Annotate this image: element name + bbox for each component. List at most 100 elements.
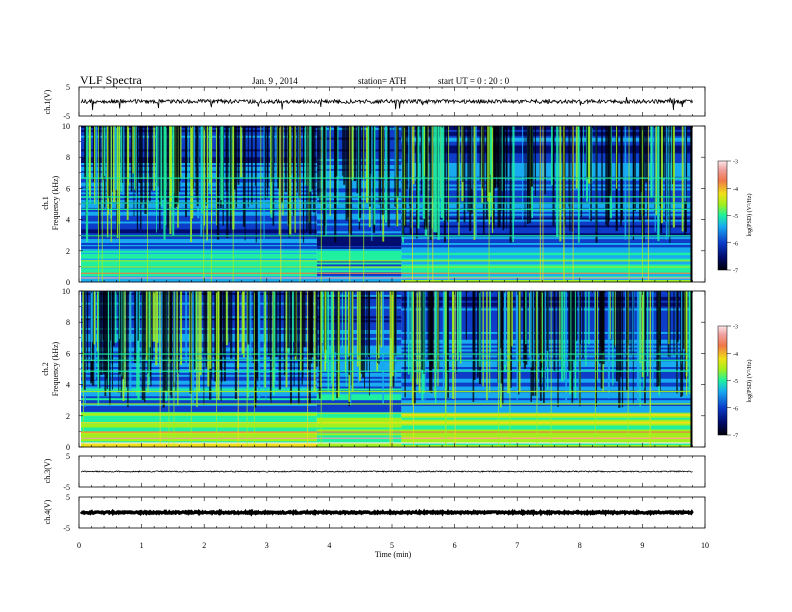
ch2-spectrogram-streak <box>366 291 368 372</box>
ch2-spectrogram-streak <box>175 291 177 392</box>
station-label: station= ATH <box>358 76 407 86</box>
ch1-spectrogram-streak <box>388 126 390 180</box>
ch2-spectrogram-bin <box>401 365 693 368</box>
ch2-spectrogram-streak <box>234 291 237 399</box>
ch1-spectrogram-bin <box>401 268 693 271</box>
ch1-spectrogram-streak <box>640 126 642 193</box>
ch1-spectrogram-streak <box>471 126 473 189</box>
ch2-spectrogram-streak <box>541 291 544 378</box>
ch1-spectrogram-bin <box>401 250 693 254</box>
ch2-spectrogram-streak <box>309 291 312 352</box>
ch2-spectrogram-bin <box>401 441 693 444</box>
ch1-spectrogram-streak <box>430 126 434 229</box>
ch1-spectrogram-streak <box>479 126 481 181</box>
ch1-spectrogram-streak <box>216 126 220 240</box>
ch1-spectrogram-streak <box>513 126 515 220</box>
ch2-spectrogram-bin <box>316 439 402 442</box>
ch1-spectrogram-bin <box>81 274 317 277</box>
ch2-spectrogram-ylabel: Frequency (kHz) <box>51 341 60 396</box>
ch1-spectrogram-bin <box>316 264 402 267</box>
ch2-spectrogram-bin <box>401 409 693 413</box>
ch1-spectrogram-streak <box>85 126 89 242</box>
ch2-spectrogram-streak <box>565 291 567 402</box>
time-axis-tick-label: 9 <box>640 541 644 550</box>
ch1-colorbar-tick-label: -4 <box>733 187 738 193</box>
ch1-spectrogram-streak <box>120 126 123 192</box>
ch1-spectrogram-streak <box>172 126 175 236</box>
ch1-spectrogram-streak <box>203 126 205 226</box>
ch1-colorbar-tick-label: -5 <box>733 214 738 220</box>
ch2-spectrogram-streak <box>336 291 339 399</box>
ch2-spectrogram-bin <box>401 382 693 385</box>
ch2-spectrogram-bin <box>401 394 693 397</box>
ch1-spectrogram-streak <box>615 126 618 189</box>
ch3-waveform-ylabel: ch.3(V) <box>43 458 52 483</box>
ch2-spectrogram-streak <box>111 291 114 365</box>
ch1-spectrogram-bin <box>401 192 693 195</box>
ch1-spectrogram-streak <box>512 126 515 243</box>
ch1-spectrogram-streak <box>334 126 337 243</box>
ch2-spectrogram-bin <box>401 355 693 358</box>
ch2-spectrogram-bin <box>316 429 402 432</box>
ch1-spectrogram-bin <box>401 227 693 230</box>
ch1-spectrogram-bin <box>401 219 693 222</box>
ch2-spectrogram-streak <box>173 291 176 383</box>
ch1-spectrogram-bin <box>401 170 693 174</box>
ch2-spectrogram-streak <box>361 291 365 378</box>
ch1-spectrogram-streak <box>304 126 307 185</box>
ch1-spectrogram-streak <box>309 126 312 192</box>
ch2-spectrogram-streak <box>445 291 448 390</box>
ch2-spectrogram-spike <box>173 291 175 447</box>
ch2-spectrogram-bin <box>316 433 402 436</box>
ch2-spectrogram-spike <box>445 291 447 447</box>
ch2-spectrogram-streak <box>553 291 556 372</box>
ch2-spectrogram-streak <box>98 291 101 389</box>
ch2-spectrogram-bin <box>316 419 402 422</box>
ch2-spectrogram-bin <box>401 415 693 419</box>
ch1-spectrogram-streak <box>141 126 143 205</box>
ch1-colorbar-label: log(PSD) (V²/Hz) <box>746 194 753 237</box>
ch2-spectrogram-bin <box>316 445 402 448</box>
ch1-spectrogram-bin <box>316 274 402 277</box>
ch2-spectrogram-streak <box>189 291 192 394</box>
ch2-spectrogram-streak <box>168 291 171 358</box>
ch1-spectrogram-spike <box>101 126 103 282</box>
ch1-spectrogram-bin <box>401 182 693 185</box>
ch2-spectrogram-bin <box>401 369 693 372</box>
ch2-spectrogram-spike <box>454 291 456 447</box>
ch1-spectrogram-streak <box>505 126 508 177</box>
ch2-spectrogram-streak <box>424 291 426 404</box>
ch1-spectrogram-streak <box>609 126 612 196</box>
ch2-spectrogram-bin <box>81 435 317 438</box>
ch2-spectrogram-ytick-label: 8 <box>66 318 70 327</box>
ch1-spectrogram-streak <box>266 126 269 188</box>
ch2-spectrogram-streak <box>330 291 333 384</box>
ch2-spectrogram-streak <box>145 291 148 361</box>
ch1-spectrogram-ytick-label: 0 <box>66 278 70 287</box>
ch2-spectrogram-streak <box>105 291 108 379</box>
ch2-spectrogram-ytick-label: 4 <box>66 381 70 390</box>
ch2-spectrogram-bin <box>81 400 317 403</box>
ch2-spectrogram-emission-line <box>81 442 693 444</box>
ch2-spectrogram-bin <box>401 433 693 436</box>
ch1-spectrogram-bin <box>316 229 402 232</box>
ch1-spectrogram-emission-line <box>81 196 693 198</box>
ch1-spectrogram-streak <box>435 126 438 233</box>
ch2-spectrogram-bin <box>401 419 693 422</box>
ch1-waveform-panel: ch.1(V) 5 -5 <box>43 83 706 121</box>
time-axis-tick-label: 7 <box>515 541 519 550</box>
ch1-spectrogram-spike <box>210 126 212 282</box>
ch2-spectrogram-streak <box>241 291 245 354</box>
ch2-spectrogram-streak <box>102 291 105 341</box>
ch1-spectrogram-bin <box>401 248 693 252</box>
ch2-spectrogram-streak <box>155 291 158 366</box>
ch1-spectrogram-streak <box>544 126 547 195</box>
ch1-spectrogram-bin <box>401 233 693 236</box>
ch1-spectrogram-bin <box>81 264 317 267</box>
ch1-spectrogram-ytick-label: 4 <box>66 216 70 225</box>
ch1-spectrogram-emission-line <box>81 202 693 204</box>
ch2-spectrogram-bin <box>401 370 693 374</box>
ch1-colorbar-tick-label: -6 <box>733 241 738 247</box>
ch1-spectrogram-spike <box>260 126 262 282</box>
time-axis-tick-label: 3 <box>265 541 269 550</box>
